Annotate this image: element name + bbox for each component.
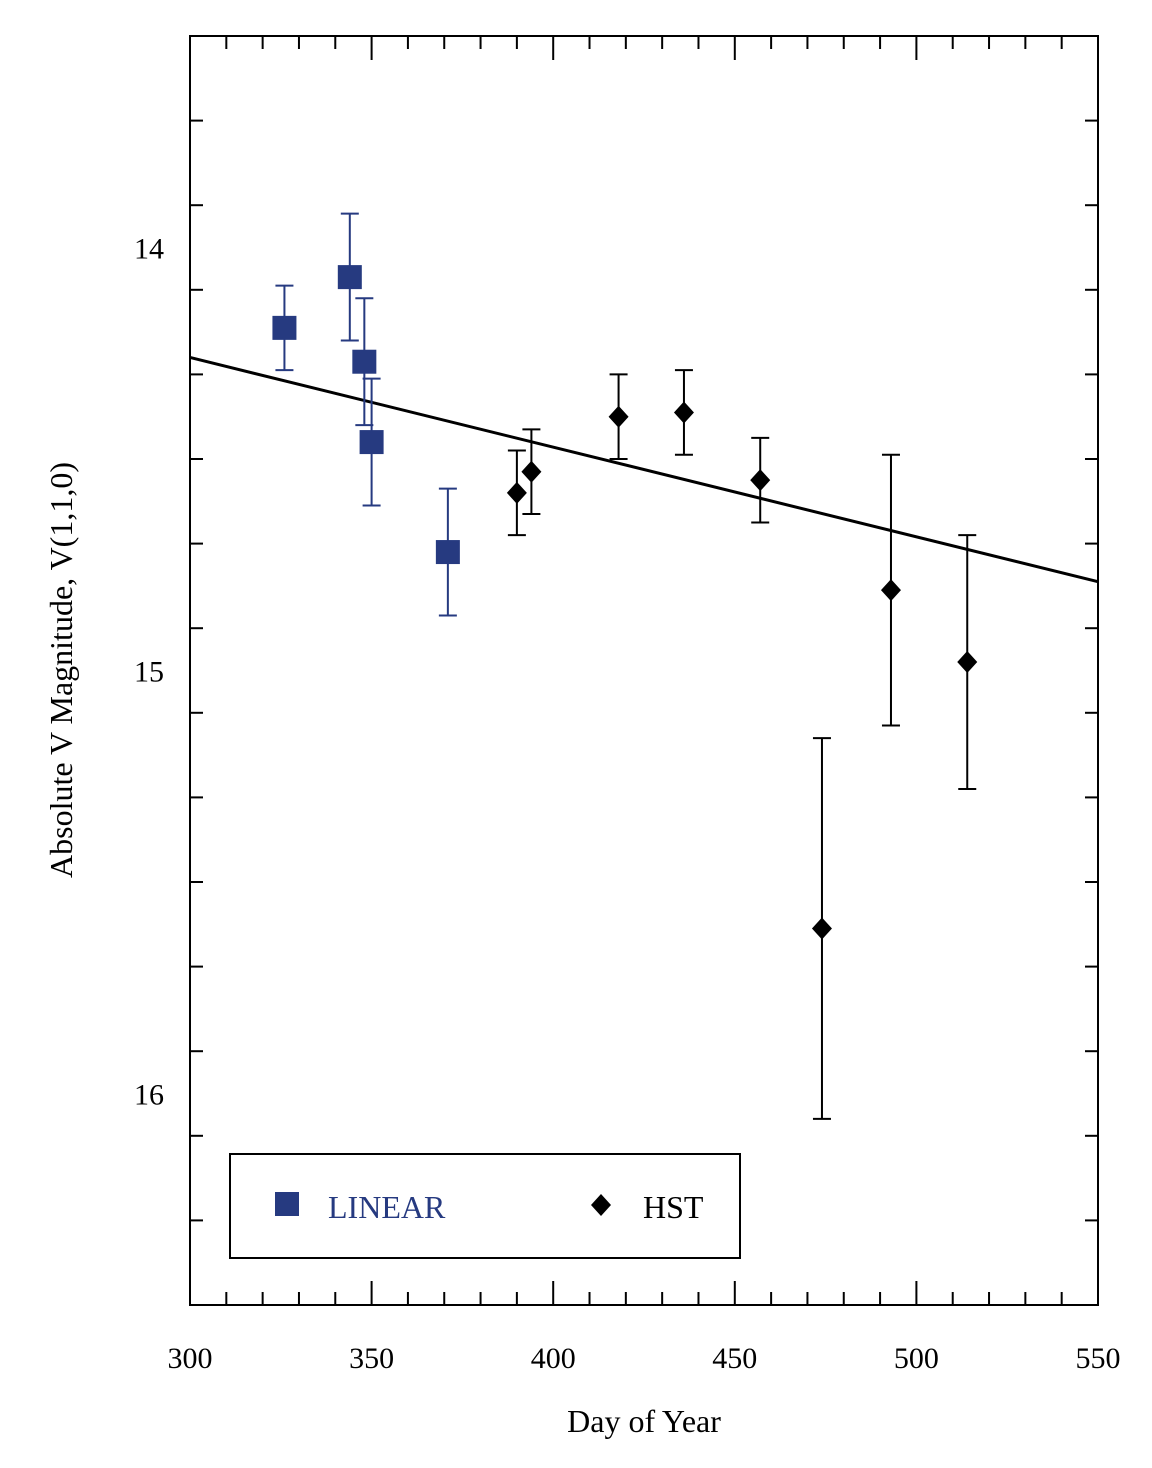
x-axis-title: Day of Year xyxy=(567,1403,721,1439)
y-tick-label: 15 xyxy=(134,656,164,689)
point-hst xyxy=(673,401,694,424)
point-linear xyxy=(435,540,460,565)
point-hst xyxy=(608,405,629,428)
point-linear xyxy=(272,315,297,340)
x-tick-label: 350 xyxy=(349,1342,394,1375)
point-hst xyxy=(811,917,832,940)
point-linear xyxy=(359,430,384,455)
tick-labels-group: 300 350 400 450 500 550 14 15 16 xyxy=(134,233,1121,1376)
data-points-group xyxy=(272,212,978,1120)
legend-label-linear: LINEAR xyxy=(328,1189,446,1225)
x-tick-label: 400 xyxy=(531,1342,576,1375)
ticks-group xyxy=(189,35,1099,1306)
x-tick-label: 550 xyxy=(1076,1342,1121,1375)
point-hst xyxy=(521,460,542,483)
legend-marker-linear xyxy=(275,1192,299,1216)
y-tick-label: 14 xyxy=(134,233,164,266)
fit-line-group xyxy=(189,356,1099,584)
point-linear xyxy=(352,349,377,374)
x-tick-label: 450 xyxy=(712,1342,757,1375)
x-tick-label: 500 xyxy=(894,1342,939,1375)
legend-box xyxy=(229,1153,741,1259)
legend-label-hst: HST xyxy=(643,1189,704,1225)
plot-frame xyxy=(189,35,1099,1306)
point-hst xyxy=(506,481,527,504)
fit-line xyxy=(189,356,1099,584)
x-tick-label: 300 xyxy=(168,1342,213,1375)
y-tick-label: 16 xyxy=(134,1079,164,1112)
point-hst xyxy=(957,651,978,674)
point-linear xyxy=(337,265,362,290)
point-hst xyxy=(880,579,901,602)
legend-marker-hst xyxy=(591,1194,611,1216)
y-axis-title: Absolute V Magnitude, V(1,1,0) xyxy=(43,462,79,878)
point-hst xyxy=(750,469,771,492)
legend: LINEAR HST xyxy=(229,1153,741,1259)
